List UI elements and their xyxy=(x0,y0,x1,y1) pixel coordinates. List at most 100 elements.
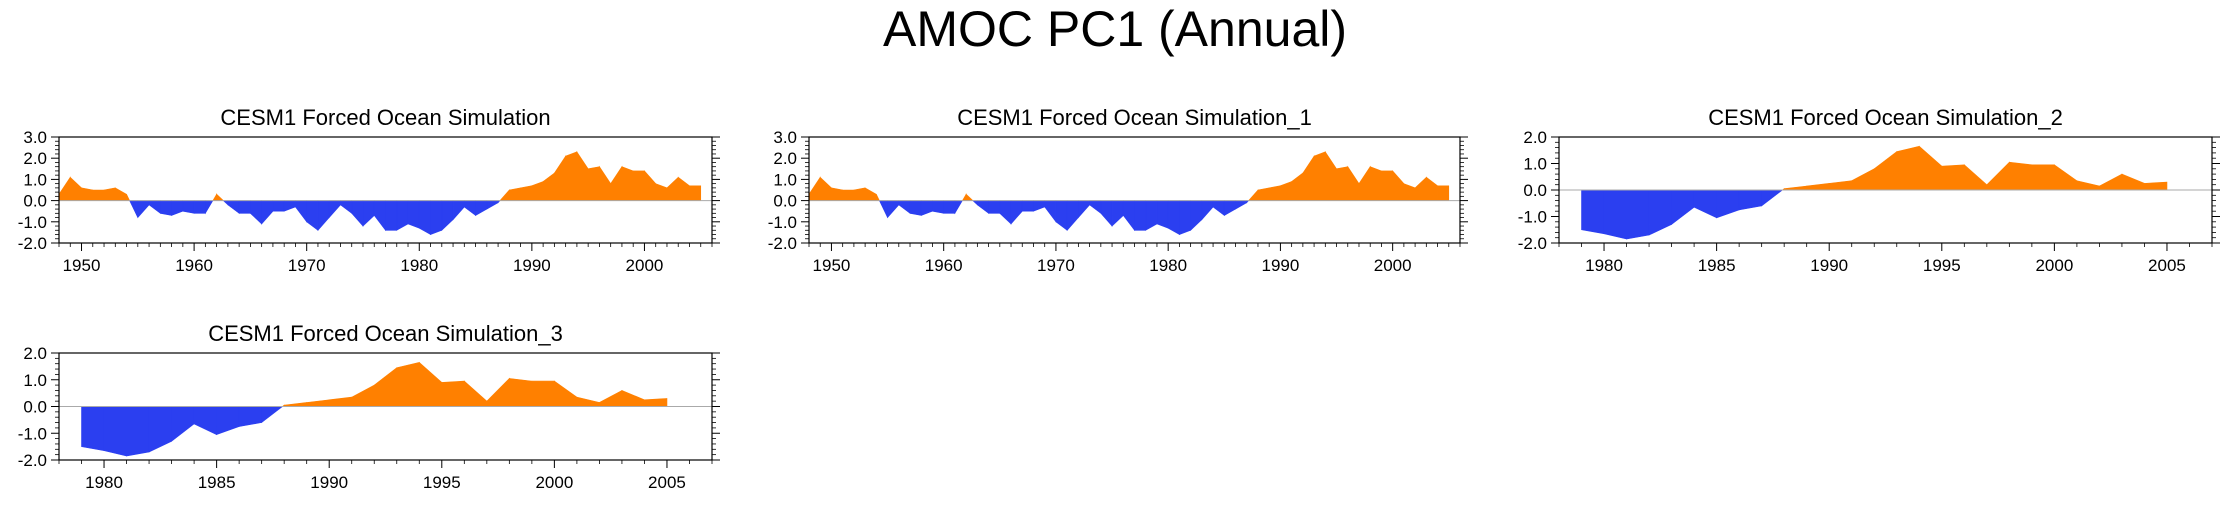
negative-area-segment xyxy=(1021,200,1034,212)
negative-area-segment xyxy=(452,200,465,221)
negative-area-segment xyxy=(351,200,364,227)
positive-area-segment xyxy=(351,384,375,407)
positive-area-segment xyxy=(1291,172,1304,201)
positive-area-segment xyxy=(1247,189,1259,201)
positive-area-segment xyxy=(2076,180,2100,191)
negative-area-segment xyxy=(1145,200,1158,231)
negative-area-segment xyxy=(193,200,206,214)
x-tick-label: 1990 xyxy=(513,256,551,275)
positive-area-segment xyxy=(831,187,843,201)
x-tick-label: 2005 xyxy=(648,473,686,492)
positive-area-segment xyxy=(2099,173,2123,191)
positive-area-segment xyxy=(1828,180,1853,191)
positive-area-segment xyxy=(499,189,510,201)
negative-area-segment xyxy=(250,200,262,225)
x-tick-label: 1950 xyxy=(813,256,851,275)
negative-area-segment xyxy=(1235,200,1248,210)
negative-area-segment xyxy=(385,200,398,231)
negative-area-segment xyxy=(317,200,330,232)
positive-area-segment xyxy=(306,399,330,407)
positive-area-segment xyxy=(2144,181,2168,191)
x-tick-label: 1990 xyxy=(1810,256,1848,275)
y-tick-label: -2.0 xyxy=(18,234,47,253)
positive-area-segment xyxy=(655,183,668,201)
negative-area-segment xyxy=(1603,189,1627,240)
negative-area-segment xyxy=(238,200,251,214)
negative-area-segment xyxy=(977,200,989,214)
negative-area-segment xyxy=(430,200,443,235)
positive-area-segment xyxy=(103,187,116,201)
negative-area-segment xyxy=(205,200,214,215)
positive-area-segment xyxy=(576,150,589,201)
negative-area-segment xyxy=(362,200,375,227)
positive-area-segment xyxy=(1381,170,1393,201)
positive-area-segment xyxy=(842,189,855,201)
positive-area-segment xyxy=(1302,155,1315,201)
negative-area-segment xyxy=(193,406,217,436)
negative-area-segment xyxy=(909,200,922,216)
positive-area-segment xyxy=(542,172,555,201)
y-tick-label: 3.0 xyxy=(23,128,47,147)
negative-area-segment xyxy=(475,200,488,216)
negative-area-segment xyxy=(1693,189,1717,219)
negative-area-segment xyxy=(222,200,229,206)
positive-area-segment xyxy=(81,187,94,201)
negative-area-segment xyxy=(1078,200,1090,219)
x-tick-label: 1980 xyxy=(85,473,123,492)
x-tick-label: 1995 xyxy=(423,473,461,492)
positive-area-segment xyxy=(853,187,866,201)
negative-area-segment xyxy=(943,200,956,214)
panel-title: CESM1 Forced Ocean Simulation_3 xyxy=(208,321,563,346)
positive-area-segment xyxy=(587,166,600,201)
negative-area-segment xyxy=(272,200,285,212)
positive-area-segment xyxy=(1414,176,1427,201)
positive-area-segment xyxy=(1392,170,1405,201)
positive-area-segment xyxy=(1313,151,1326,201)
positive-area-segment xyxy=(1964,164,1988,191)
positive-area-segment xyxy=(2054,164,2078,191)
negative-area-segment xyxy=(1201,200,1214,221)
negative-area-segment xyxy=(148,200,161,214)
x-tick-label: 1960 xyxy=(175,256,213,275)
x-tick-label: 2000 xyxy=(626,256,664,275)
negative-area-segment xyxy=(182,200,195,214)
negative-area-segment xyxy=(878,200,888,218)
negative-area-segment xyxy=(1156,200,1169,229)
y-tick-label: -2.0 xyxy=(1518,234,1547,253)
positive-area-segment xyxy=(621,390,645,407)
negative-area-segment xyxy=(129,200,139,218)
negative-area-segment xyxy=(340,200,353,214)
y-tick-label: 0.0 xyxy=(773,192,797,211)
x-tick-label: 2000 xyxy=(2035,256,2073,275)
negative-area-segment xyxy=(373,200,386,232)
negative-area-segment xyxy=(126,406,150,457)
panel-forced-ocean-3: CESM1 Forced Ocean Simulation_3 -2.0 -1.0… xyxy=(18,321,720,492)
negative-area-segment xyxy=(1066,200,1079,232)
negative-area-segment xyxy=(1212,200,1225,217)
negative-area-segment xyxy=(81,406,105,451)
negative-area-segment xyxy=(1626,189,1650,240)
negative-area-segment xyxy=(1122,200,1135,232)
negative-area-segment xyxy=(1190,200,1203,231)
positive-area-segment xyxy=(689,185,702,201)
positive-area-segment xyxy=(965,193,974,201)
negative-area-segment xyxy=(295,200,307,223)
negative-area-segment xyxy=(1223,200,1236,216)
positive-area-segment xyxy=(644,398,668,407)
positive-area-segment xyxy=(509,378,533,407)
positive-area-segment xyxy=(1403,183,1416,201)
y-tick-label: -2.0 xyxy=(18,451,47,470)
negative-area-segment xyxy=(238,406,262,427)
positive-area-segment xyxy=(418,361,443,407)
x-tick-label: 2005 xyxy=(2148,256,2186,275)
negative-area-segment xyxy=(972,200,978,206)
negative-area-segment xyxy=(227,200,240,214)
negative-area-segment xyxy=(306,200,319,231)
panel-forced-ocean-1: CESM1 Forced Ocean Simulation_1 -2.0 -1.0… xyxy=(768,105,1468,275)
negative-area-segment xyxy=(486,200,499,210)
positive-area-segment xyxy=(1268,185,1281,201)
positive-area-segment xyxy=(1851,168,1875,191)
positive-area-segment xyxy=(1257,187,1270,201)
positive-area-segment xyxy=(1918,145,1943,191)
y-tick-label: 1.0 xyxy=(773,170,797,189)
